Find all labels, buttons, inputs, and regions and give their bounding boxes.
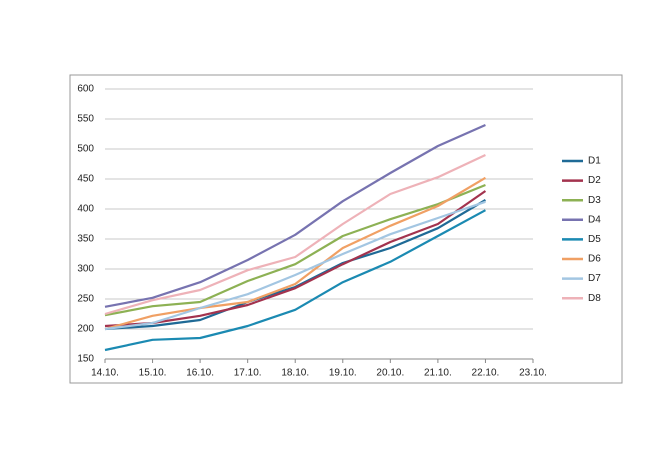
y-tick-label: 500: [77, 144, 94, 155]
x-tick-label: 16.10.: [186, 368, 214, 379]
y-tick-label: 250: [77, 294, 94, 305]
series-line: [104, 176, 487, 331]
y-tick-label: 200: [77, 324, 94, 335]
x-tick-label: 15.10.: [139, 368, 167, 379]
y-tick-label: 550: [77, 114, 94, 125]
x-tick-label: 19.10.: [329, 368, 357, 379]
y-tick-label: 150: [77, 354, 94, 365]
legend-label: D6: [588, 254, 601, 265]
x-tick-label: 17.10.: [234, 368, 262, 379]
x-tick-label: 14.10.: [91, 368, 119, 379]
legend-label: D1: [588, 156, 601, 167]
series-line: [104, 200, 486, 331]
x-tick-label: 21.10.: [424, 368, 452, 379]
y-tick-label: 400: [77, 204, 94, 215]
legend-label: D5: [588, 234, 601, 245]
x-tick-label: 20.10.: [376, 368, 404, 379]
legend-label: D8: [588, 293, 601, 304]
series-line: [104, 154, 486, 316]
legend-label: D3: [588, 195, 601, 206]
series-line: [104, 209, 486, 352]
series-line: [104, 183, 486, 317]
y-tick-label: 350: [77, 234, 94, 245]
series-line: [104, 123, 486, 308]
y-tick-label: 300: [77, 264, 94, 275]
x-tick-label: 23.10.: [519, 368, 547, 379]
y-tick-label: 600: [77, 84, 94, 95]
legend-label: D4: [588, 214, 601, 225]
legend-label: D7: [588, 273, 601, 284]
series-line: [104, 190, 487, 328]
legend-label: D2: [588, 175, 601, 186]
x-tick-label: 18.10.: [281, 368, 309, 379]
x-tick-label: 22.10.: [472, 368, 500, 379]
y-tick-label: 450: [77, 174, 94, 185]
chart-frame: [69, 74, 623, 384]
